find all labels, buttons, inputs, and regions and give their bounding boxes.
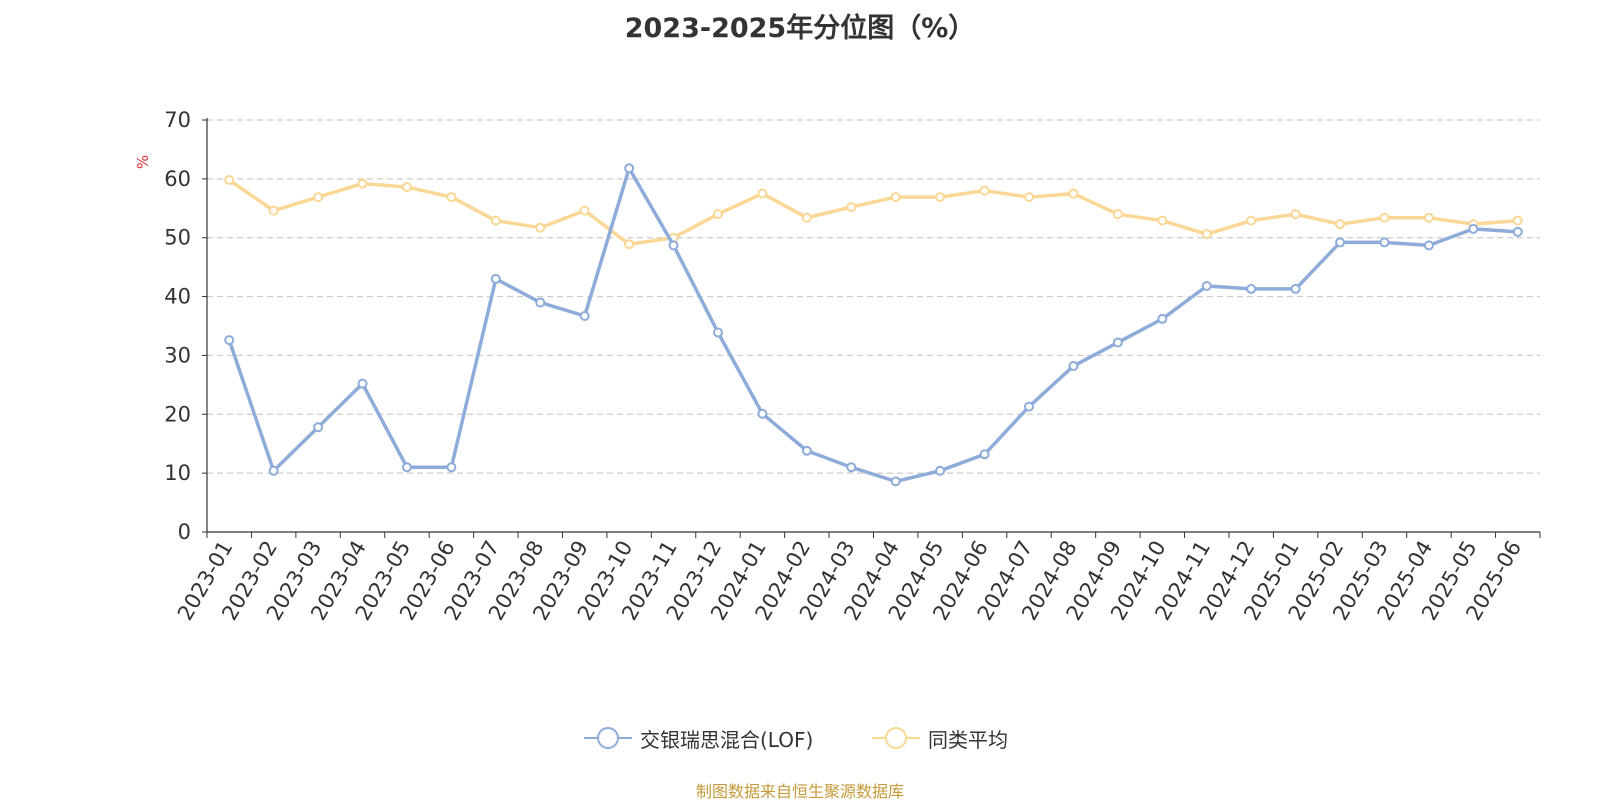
data-point-peer-average[interactable]	[535, 222, 546, 233]
data-point-fund[interactable]	[535, 297, 546, 308]
legend-label-fund: 交银瑞思混合(LOF)	[640, 727, 814, 752]
legend-swatch-peer-average	[872, 727, 920, 749]
y-tick-label: 20	[164, 402, 191, 426]
data-point-peer-average[interactable]	[446, 192, 457, 203]
data-point-fund[interactable]	[1024, 401, 1035, 412]
data-point-peer-average[interactable]	[579, 205, 590, 216]
series-line-fund	[227, 166, 1518, 484]
data-point-fund[interactable]	[801, 445, 812, 456]
data-point-peer-average[interactable]	[712, 209, 723, 220]
data-point-peer-average[interactable]	[1201, 229, 1212, 240]
y-tick-label: 10	[164, 461, 191, 485]
data-point-peer-average[interactable]	[357, 178, 368, 189]
data-point-peer-average[interactable]	[401, 182, 412, 193]
data-point-fund[interactable]	[224, 335, 235, 346]
data-point-peer-average[interactable]	[490, 215, 501, 226]
data-point-fund[interactable]	[1512, 226, 1523, 237]
data-point-peer-average[interactable]	[1290, 209, 1301, 220]
data-point-peer-average[interactable]	[624, 239, 635, 250]
data-point-peer-average[interactable]	[224, 175, 235, 186]
data-point-fund[interactable]	[268, 465, 279, 476]
data-point-fund[interactable]	[757, 408, 768, 419]
axes	[202, 118, 1541, 538]
x-tick-labels: 2023-012023-022023-032023-042023-052023-…	[173, 536, 1526, 624]
data-point-peer-average[interactable]	[1112, 209, 1123, 220]
data-point-fund[interactable]	[490, 273, 501, 284]
data-point-peer-average[interactable]	[890, 192, 901, 203]
data-point-fund[interactable]	[1379, 237, 1390, 248]
data-point-peer-average[interactable]	[313, 192, 324, 203]
data-point-fund[interactable]	[1290, 283, 1301, 294]
data-point-peer-average[interactable]	[801, 212, 812, 223]
data-point-fund[interactable]	[1157, 313, 1168, 324]
y-tick-label: 70	[164, 108, 191, 132]
y-tick-label: 60	[164, 167, 191, 191]
y-tick-label: 0	[178, 520, 191, 544]
data-point-fund[interactable]	[935, 465, 946, 476]
data-point-fund[interactable]	[1112, 337, 1123, 348]
y-axis-label: %	[134, 155, 152, 169]
data-point-fund[interactable]	[846, 462, 857, 473]
data-point-fund[interactable]	[579, 310, 590, 321]
data-point-peer-average[interactable]	[1335, 219, 1346, 230]
grid-lines	[207, 119, 1540, 474]
data-point-fund[interactable]	[357, 378, 368, 389]
data-point-fund[interactable]	[1423, 240, 1434, 251]
legend-item-fund[interactable]: 交银瑞思混合(LOF)	[584, 722, 813, 754]
data-point-peer-average[interactable]	[1423, 212, 1434, 223]
data-point-fund[interactable]	[1246, 283, 1257, 294]
data-point-peer-average[interactable]	[846, 202, 857, 213]
data-point-fund[interactable]	[401, 462, 412, 473]
data-point-fund[interactable]	[712, 327, 723, 338]
legend-label-peer-average: 同类平均	[928, 727, 1008, 752]
data-point-peer-average[interactable]	[1024, 192, 1035, 203]
legend-item-peer-average[interactable]: 同类平均	[872, 722, 1008, 754]
data-point-fund[interactable]	[313, 422, 324, 433]
data-point-fund[interactable]	[624, 163, 635, 174]
data-point-peer-average[interactable]	[1512, 215, 1523, 226]
data-point-fund[interactable]	[1468, 223, 1479, 234]
series-lines	[224, 163, 1523, 487]
data-point-fund[interactable]	[446, 462, 457, 473]
data-point-peer-average[interactable]	[935, 192, 946, 203]
data-point-peer-average[interactable]	[979, 185, 990, 196]
data-point-peer-average[interactable]	[1246, 215, 1257, 226]
data-point-peer-average[interactable]	[1068, 188, 1079, 199]
data-point-fund[interactable]	[1068, 361, 1079, 372]
source-note: 制图数据来自恒生聚源数据库	[695, 782, 904, 801]
y-tick-labels: 0 10 20 30 40 50 60 70	[164, 108, 191, 544]
data-point-peer-average[interactable]	[757, 188, 768, 199]
series-line-peer-average	[228, 178, 1518, 246]
data-point-fund[interactable]	[979, 449, 990, 460]
data-point-fund[interactable]	[1201, 280, 1212, 291]
data-point-fund[interactable]	[668, 240, 679, 251]
y-tick-label: 30	[164, 343, 191, 367]
chart-title: 2023-2025年分位图（%）	[624, 13, 976, 44]
y-tick-label: 50	[164, 226, 191, 250]
legend-swatch-fund	[584, 727, 632, 749]
data-point-peer-average[interactable]	[1157, 215, 1168, 226]
data-point-fund[interactable]	[1335, 237, 1346, 248]
data-point-fund[interactable]	[890, 476, 901, 487]
data-point-peer-average[interactable]	[1379, 212, 1390, 223]
legend: 交银瑞思混合(LOF) 同类平均	[0, 722, 1600, 754]
y-tick-label: 40	[164, 285, 191, 309]
data-point-peer-average[interactable]	[268, 205, 279, 216]
